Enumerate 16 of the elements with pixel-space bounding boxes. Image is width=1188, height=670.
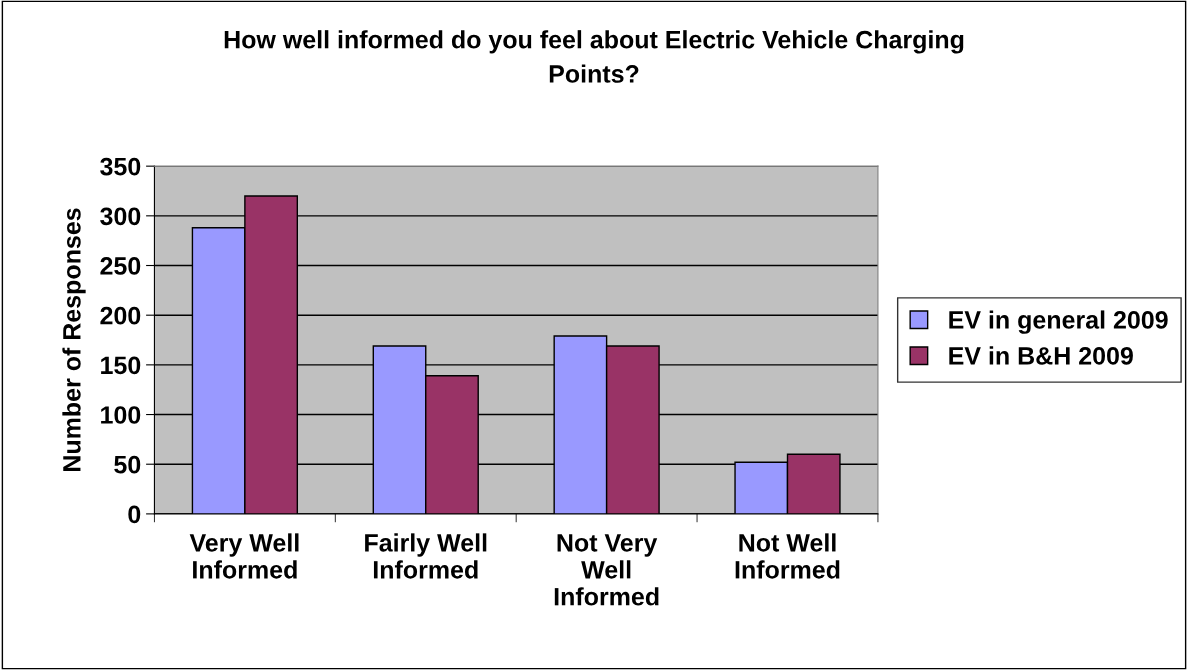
x-tick-label: Not Very Well Informed <box>554 534 659 606</box>
y-tick-label: 200 <box>100 306 141 325</box>
y-tick-label: 350 <box>100 157 141 176</box>
x-tick-label: Very Well Informed <box>189 533 299 579</box>
y-tick-label: 50 <box>114 455 141 474</box>
y-tick-label: 150 <box>101 356 141 375</box>
y-tick-label: 250 <box>100 257 141 275</box>
legend-label: EV in general 2009 <box>949 310 1168 334</box>
legend-label: EV in B&H 2009 <box>949 346 1133 365</box>
x-tick-label: Not Well Informed <box>735 533 840 579</box>
x-tick-label: Fairly Well Informed <box>365 533 487 579</box>
y-axis-title: Number of Responses <box>62 208 86 472</box>
chart-title: How well informed do you feel about Electric Vehicle Charging Points? <box>224 30 964 83</box>
y-tick-label: 0 <box>128 505 141 524</box>
y-tick-label: 300 <box>100 207 141 226</box>
y-tick-label: 100 <box>101 406 141 424</box>
